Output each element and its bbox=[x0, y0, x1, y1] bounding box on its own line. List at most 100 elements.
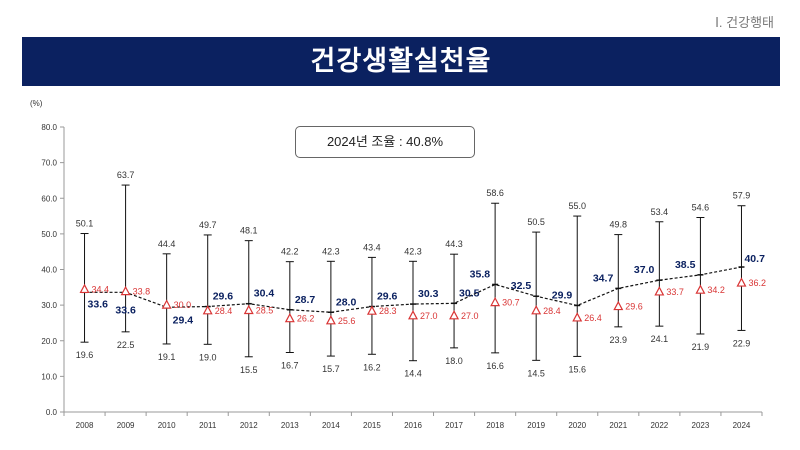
female-value-label: 26.4 bbox=[584, 313, 602, 323]
range-max-label: 49.7 bbox=[199, 220, 217, 230]
range-min-label: 15.7 bbox=[322, 364, 340, 374]
female-value-label: 33.7 bbox=[666, 287, 684, 297]
female-value-label: 34.2 bbox=[707, 285, 725, 295]
range-max-label: 58.6 bbox=[486, 188, 504, 198]
total-value-label: 34.7 bbox=[593, 272, 614, 284]
range-max-label: 44.4 bbox=[158, 239, 176, 249]
range-max-label: 50.5 bbox=[527, 217, 545, 227]
x-tick-label: 2010 bbox=[158, 421, 176, 430]
total-value-label: 35.8 bbox=[470, 268, 491, 280]
range-min-label: 16.2 bbox=[363, 362, 381, 372]
y-tick-label: 20.0 bbox=[41, 337, 57, 346]
x-tick-label: 2009 bbox=[117, 421, 135, 430]
page-title: 건강생활실천율 bbox=[22, 37, 780, 86]
x-tick-label: 2020 bbox=[568, 421, 586, 430]
total-value-label: 29.6 bbox=[377, 291, 398, 303]
total-value-label: 29.6 bbox=[213, 291, 234, 303]
x-tick-label: 2011 bbox=[199, 421, 217, 430]
range-min-label: 21.9 bbox=[692, 342, 710, 352]
range-min-label: 18.0 bbox=[445, 356, 463, 366]
x-tick-label: 2022 bbox=[650, 421, 668, 430]
x-tick-label: 2008 bbox=[76, 421, 94, 430]
female-point bbox=[695, 284, 706, 294]
total-value-label: 32.5 bbox=[511, 280, 532, 292]
range-min-label: 19.0 bbox=[199, 352, 217, 362]
female-point bbox=[490, 296, 501, 307]
total-value-label: 30.3 bbox=[418, 288, 439, 300]
y-tick-label: 70.0 bbox=[41, 159, 57, 168]
female-point bbox=[366, 305, 377, 315]
range-max-label: 42.3 bbox=[322, 246, 340, 256]
range-max-label: 54.6 bbox=[692, 202, 710, 212]
y-tick-label: 30.0 bbox=[41, 301, 57, 310]
female-point bbox=[572, 312, 583, 322]
range-max-label: 55.0 bbox=[568, 201, 586, 211]
female-value-label: 26.2 bbox=[297, 314, 315, 324]
female-point bbox=[449, 310, 460, 320]
female-point bbox=[736, 277, 747, 287]
total-value-label: 40.7 bbox=[744, 253, 765, 265]
range-max-label: 63.7 bbox=[117, 170, 135, 180]
range-min-label: 24.1 bbox=[651, 334, 669, 344]
female-value-label: 27.0 bbox=[420, 311, 438, 321]
range-min-label: 22.5 bbox=[117, 340, 135, 350]
range-max-label: 42.3 bbox=[404, 246, 422, 256]
range-min-label: 19.1 bbox=[158, 352, 176, 362]
section-label: Ⅰ. 건강행태 bbox=[715, 15, 774, 30]
female-point bbox=[408, 310, 418, 320]
range-max-label: 53.4 bbox=[651, 207, 669, 217]
x-tick-label: 2014 bbox=[322, 421, 340, 430]
x-tick-label: 2017 bbox=[445, 421, 463, 430]
y-tick-label: 10.0 bbox=[41, 372, 57, 381]
female-value-label: 30.0 bbox=[174, 300, 192, 310]
range-max-label: 43.4 bbox=[363, 242, 381, 252]
female-value-label: 33.8 bbox=[133, 287, 151, 297]
female-point bbox=[161, 299, 172, 309]
female-value-label: 28.3 bbox=[379, 306, 397, 316]
range-min-label: 14.4 bbox=[404, 369, 422, 379]
range-max-label: 57.9 bbox=[733, 191, 751, 201]
y-tick-label: 0.0 bbox=[46, 408, 58, 417]
range-max-label: 49.8 bbox=[610, 220, 628, 230]
y-axis-unit: (%) bbox=[30, 99, 43, 108]
female-point bbox=[284, 312, 295, 323]
range-min-label: 19.6 bbox=[76, 350, 94, 360]
female-value-label: 27.0 bbox=[461, 311, 479, 321]
range-min-label: 23.9 bbox=[610, 335, 628, 345]
total-value-label: 29.4 bbox=[173, 314, 194, 326]
female-value-label: 25.6 bbox=[338, 316, 356, 326]
x-tick-label: 2016 bbox=[404, 421, 422, 430]
x-tick-label: 2024 bbox=[733, 421, 751, 430]
female-value-label: 28.4 bbox=[215, 306, 233, 316]
x-tick-label: 2015 bbox=[363, 421, 381, 430]
total-value-label: 33.6 bbox=[115, 304, 136, 316]
female-point bbox=[531, 305, 542, 315]
y-tick-label: 50.0 bbox=[41, 230, 57, 239]
range-min-label: 22.9 bbox=[733, 338, 751, 348]
x-tick-label: 2021 bbox=[609, 421, 627, 430]
x-tick-label: 2013 bbox=[281, 421, 299, 430]
total-value-label: 28.7 bbox=[295, 294, 316, 306]
y-tick-label: 60.0 bbox=[41, 194, 57, 203]
female-value-label: 36.2 bbox=[748, 278, 766, 288]
female-point bbox=[654, 286, 665, 296]
total-value-label: 38.5 bbox=[675, 259, 696, 271]
x-tick-label: 2019 bbox=[527, 421, 545, 430]
x-tick-label: 2023 bbox=[692, 421, 710, 430]
range-min-label: 15.5 bbox=[240, 365, 258, 375]
range-max-label: 50.1 bbox=[76, 219, 94, 229]
female-point bbox=[613, 300, 624, 311]
range-max-label: 48.1 bbox=[240, 226, 258, 236]
range-max-label: 44.3 bbox=[445, 239, 463, 249]
female-point bbox=[325, 315, 336, 325]
female-value-label: 28.5 bbox=[256, 305, 274, 315]
range-max-label: 42.2 bbox=[281, 247, 299, 257]
y-tick-label: 80.0 bbox=[41, 123, 57, 132]
female-value-label: 34.4 bbox=[92, 284, 110, 294]
total-value-label: 30.4 bbox=[254, 288, 275, 300]
y-tick-label: 40.0 bbox=[41, 266, 57, 275]
note-box: 2024년 조율 : 40.8% bbox=[295, 126, 475, 158]
range-min-label: 16.7 bbox=[281, 361, 299, 371]
female-value-label: 30.7 bbox=[502, 298, 520, 308]
